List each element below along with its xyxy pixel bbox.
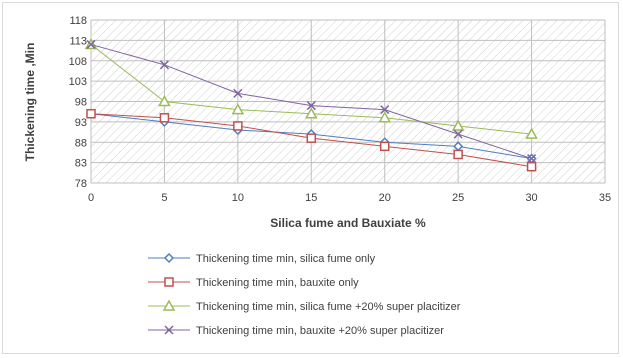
data-point-x xyxy=(453,129,463,139)
data-point-square xyxy=(306,133,317,143)
chart-frame xyxy=(2,2,619,354)
x-tick-label: 35 xyxy=(599,192,611,204)
data-point-x xyxy=(380,105,390,115)
series-3 xyxy=(84,37,538,139)
y-tick-label: 98 xyxy=(75,97,87,109)
data-point-square xyxy=(379,141,390,152)
series-2 xyxy=(86,108,537,172)
legend-item: Thickening time min, bauxite +20% super … xyxy=(148,325,444,337)
x-tick-label: 25 xyxy=(452,192,464,204)
y-axis-ticks: 78 83 88 93 98 103 108 113 118 xyxy=(69,15,87,190)
x-tick-label: 30 xyxy=(525,192,537,204)
legend: Thickening time min, silica fume only Thi… xyxy=(148,252,461,337)
legend-label: Thickening time min, bauxite +20% super … xyxy=(196,325,444,337)
x-tick-label: 10 xyxy=(232,192,244,204)
x-tick-label: 5 xyxy=(161,192,167,204)
y-tick-label: 108 xyxy=(69,56,87,68)
x-axis-label: Silica fume and Bauxiate % xyxy=(270,216,426,230)
data-point-square xyxy=(526,161,537,172)
data-point-x xyxy=(527,154,537,164)
series-4 xyxy=(86,39,537,164)
data-point-triangle xyxy=(305,107,318,119)
y-tick-label: 88 xyxy=(75,137,87,149)
y-axis-label: Thickening time ,Min xyxy=(23,43,37,162)
data-point-triangle xyxy=(378,111,391,123)
legend-label: Thickening time min, bauxite only xyxy=(196,277,359,289)
y-tick-label: 113 xyxy=(69,35,87,47)
data-point-triangle xyxy=(158,94,171,107)
data-point-x xyxy=(306,101,316,111)
x-tick-label: 20 xyxy=(379,192,391,204)
data-point-square xyxy=(164,277,174,287)
data-point-square xyxy=(86,108,96,119)
y-tick-label: 118 xyxy=(69,15,87,27)
data-point-x xyxy=(164,325,174,335)
data-point-x xyxy=(159,60,169,70)
data-point-triangle xyxy=(162,299,176,311)
y-tick-label: 78 xyxy=(75,178,87,190)
data-point-square xyxy=(453,149,463,160)
y-tick-label: 93 xyxy=(75,117,87,129)
series-layer xyxy=(84,37,538,172)
data-point-triangle xyxy=(525,127,538,139)
data-point-triangle xyxy=(451,119,465,131)
legend-label: Thickening time min, silica fume +20% su… xyxy=(196,301,461,313)
y-tick-label: 103 xyxy=(69,76,87,88)
x-tick-label: 0 xyxy=(88,192,94,204)
legend-label: Thickening time min, silica fume only xyxy=(196,253,376,265)
legend-item: Thickening time min, silica fume only xyxy=(148,252,376,265)
x-axis-ticks: 0 5 10 15 20 25 30 35 xyxy=(88,192,611,204)
data-point-x xyxy=(233,88,243,98)
legend-item: Thickening time min, bauxite only xyxy=(148,277,359,289)
legend-item: Thickening time min, silica fume +20% su… xyxy=(148,299,461,313)
data-point-diamond xyxy=(163,252,175,264)
data-point-square xyxy=(159,113,170,123)
x-tick-label: 15 xyxy=(305,192,317,204)
data-point-x xyxy=(86,39,96,49)
data-point-square xyxy=(233,121,243,131)
data-point-triangle xyxy=(231,103,245,115)
y-tick-label: 83 xyxy=(75,158,87,170)
